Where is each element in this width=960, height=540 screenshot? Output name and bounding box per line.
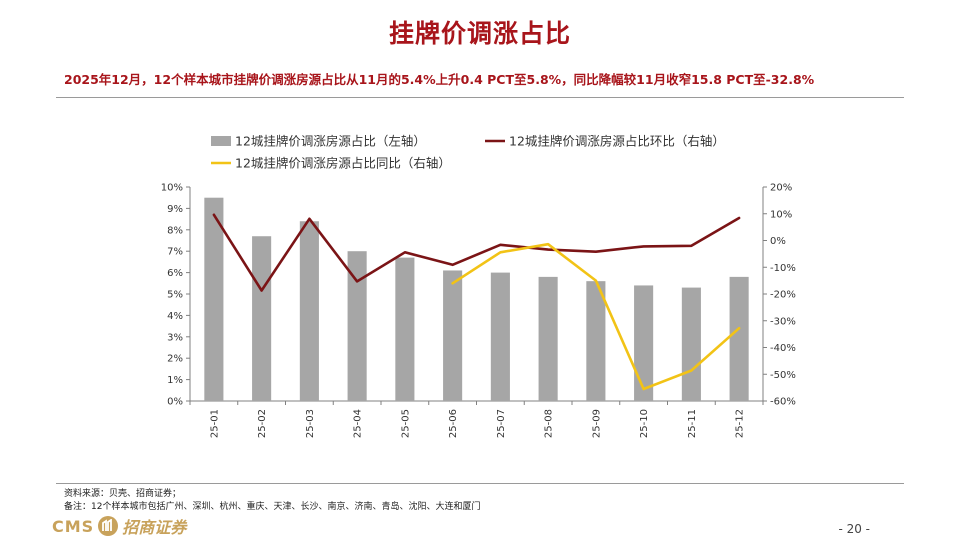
legend-label: 12城挂牌价调涨房源占比环比（右轴）: [509, 134, 725, 149]
left-tick-label: 4%: [167, 311, 183, 322]
legend-label: 12城挂牌价调涨房源占比（左轴）: [235, 134, 426, 149]
logo-cn-text: 招商证券: [122, 518, 187, 537]
right-tick-label: -20%: [770, 290, 796, 301]
x-tick-label: 25-07: [496, 409, 507, 438]
left-tick-label: 1%: [167, 375, 183, 386]
x-tick-label: 25-03: [305, 409, 316, 438]
right-tick-label: 10%: [770, 209, 792, 220]
bar: [204, 197, 224, 401]
left-tick-label: 2%: [167, 354, 183, 365]
left-tick-label: 7%: [167, 247, 183, 258]
bar: [299, 221, 319, 401]
right-tick-label: -40%: [770, 343, 796, 354]
x-tick-label: 25-10: [639, 409, 650, 438]
x-tick-label: 25-01: [209, 409, 220, 438]
page-number: - 20 -: [838, 522, 870, 536]
right-tick-label: -10%: [770, 263, 796, 274]
bar-series: [204, 197, 749, 401]
bar: [252, 236, 272, 401]
x-tick-label: 25-12: [735, 409, 746, 438]
x-tick-label: 25-11: [687, 409, 698, 438]
x-tick-label: 25-09: [591, 409, 602, 438]
x-tick-label: 25-02: [257, 409, 268, 438]
bar: [347, 251, 367, 401]
footnotes: 资料来源：贝壳、招商证券； 备注：12个样本城市包括广州、深圳、杭州、重庆、天津…: [64, 488, 480, 514]
source-note: 资料来源：贝壳、招商证券；: [64, 489, 182, 499]
line-series: [212, 213, 741, 391]
left-tick-label: 0%: [167, 397, 183, 408]
sample-note: 备注：12个样本城市包括广州、深圳、杭州、重庆、天津、长沙、南京、济南、青岛、沈…: [64, 502, 481, 512]
bar: [634, 285, 654, 401]
chart-legend: 12城挂牌价调涨房源占比（左轴） 12城挂牌价调涨房源占比环比（右轴） 12城挂牌价…: [211, 134, 725, 171]
right-tick-label: 20%: [770, 183, 792, 194]
bottom-divider: [56, 483, 904, 484]
page-subtitle: 2025年12月，12个样本城市挂牌价调涨房源占比从11月的5.4%上升0.4 …: [64, 72, 815, 87]
bar: [490, 272, 510, 401]
bar: [729, 276, 749, 401]
x-tick-label: 25-08: [544, 409, 555, 438]
left-tick-label: 6%: [167, 268, 183, 279]
legend-swatch: [211, 136, 231, 146]
series-line: [451, 242, 741, 391]
left-tick-label: 9%: [167, 204, 183, 215]
bar: [395, 257, 415, 401]
page-title: 挂牌价调涨占比: [388, 19, 571, 48]
x-tick-label: 25-04: [353, 409, 364, 438]
right-tick-label: 0%: [770, 236, 786, 247]
legend-label: 12城挂牌价调涨房源占比同比（右轴）: [235, 156, 451, 171]
series-line: [212, 213, 741, 292]
logo-cms-text: CMS: [52, 516, 95, 536]
left-tick-label: 8%: [167, 225, 183, 236]
left-tick-label: 10%: [161, 183, 183, 194]
bar: [443, 270, 463, 401]
bar: [681, 287, 701, 401]
right-tick-label: -50%: [770, 370, 796, 381]
chart-axes: 0% 1% 2% 3% 4% 5% 6% 7% 8% 9% 10% 20% 10% 0% -10% -20% -…: [161, 183, 796, 439]
right-tick-label: -60%: [770, 397, 796, 408]
left-tick-label: 5%: [167, 290, 183, 301]
bar: [538, 276, 558, 401]
x-tick-label: 25-06: [448, 409, 459, 438]
logo-emblem-icon: [98, 516, 119, 536]
right-tick-label: -30%: [770, 316, 796, 327]
bar: [586, 281, 606, 401]
x-tick-label: 25-05: [400, 409, 411, 438]
left-tick-label: 3%: [167, 332, 183, 343]
top-divider: [56, 97, 904, 98]
combo-chart: 12城挂牌价调涨房源占比（左轴） 12城挂牌价调涨房源占比环比（右轴） 12城挂牌价…: [161, 134, 796, 439]
company-logo: CMS 招商证券: [52, 514, 186, 538]
